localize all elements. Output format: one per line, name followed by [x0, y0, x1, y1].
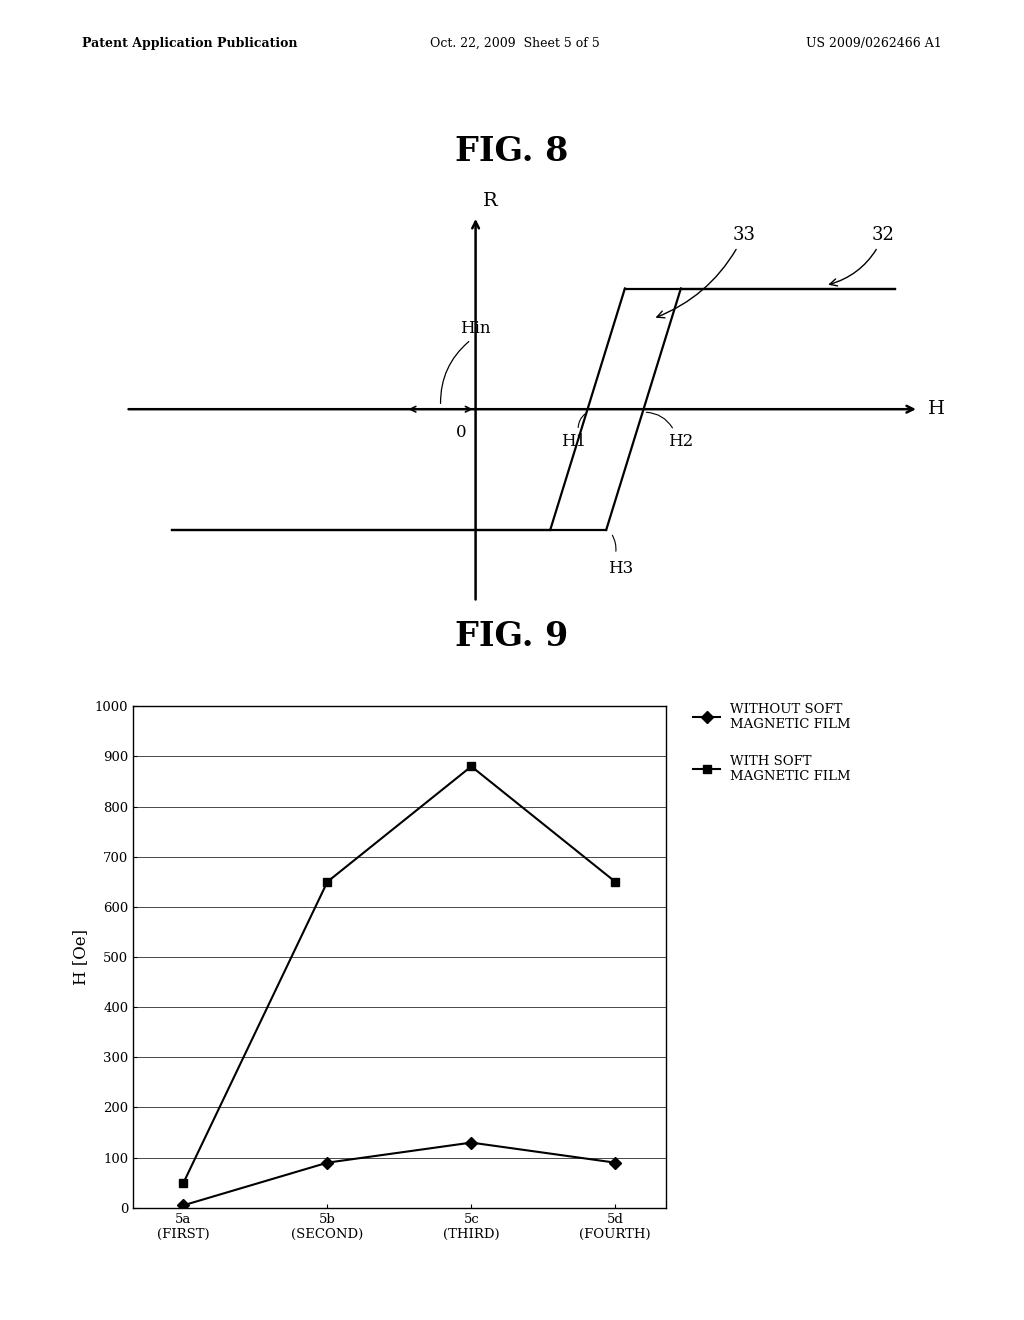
Text: 0: 0 [456, 424, 466, 441]
Text: FIG. 8: FIG. 8 [456, 135, 568, 168]
Text: 32: 32 [829, 226, 895, 286]
Text: H3: H3 [607, 560, 633, 577]
Text: H1: H1 [561, 433, 586, 450]
Text: Oct. 22, 2009  Sheet 5 of 5: Oct. 22, 2009 Sheet 5 of 5 [430, 37, 600, 50]
Text: FIG. 9: FIG. 9 [456, 620, 568, 653]
Text: 33: 33 [656, 226, 755, 318]
Text: H2: H2 [669, 433, 693, 450]
Text: Patent Application Publication: Patent Application Publication [82, 37, 297, 50]
Text: H: H [928, 400, 945, 418]
Legend: WITHOUT SOFT
MAGNETIC FILM, WITH SOFT
MAGNETIC FILM: WITHOUT SOFT MAGNETIC FILM, WITH SOFT MA… [693, 702, 851, 783]
Y-axis label: H [Oe]: H [Oe] [73, 929, 89, 985]
Text: US 2009/0262466 A1: US 2009/0262466 A1 [806, 37, 942, 50]
Text: R: R [482, 193, 498, 210]
Text: Hin: Hin [461, 319, 490, 337]
